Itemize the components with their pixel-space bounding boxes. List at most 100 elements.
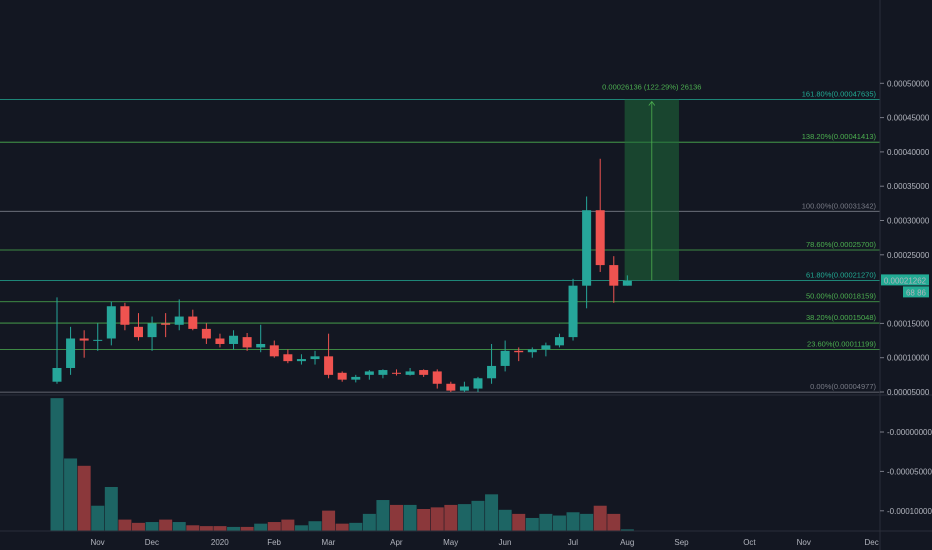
volume-bar xyxy=(607,513,621,531)
candle-body xyxy=(161,323,171,325)
candle-body xyxy=(310,356,320,360)
candle-body xyxy=(201,328,211,339)
candle-body xyxy=(473,378,483,389)
candle-body xyxy=(283,354,293,362)
price-tick-label: 0.00040000 xyxy=(887,148,930,157)
candle-body xyxy=(52,367,62,382)
countdown-text: 68 86 xyxy=(906,288,927,297)
volume-bar xyxy=(104,486,118,531)
candle-body xyxy=(582,210,592,286)
volume-bar xyxy=(294,525,308,531)
volume-bar xyxy=(485,494,499,531)
candle-body xyxy=(188,316,198,329)
time-axis[interactable]: Nov Dec 2020 Feb Mar Apr May Jun Jul Aug Sep Oct Nov… xyxy=(90,538,878,547)
last-price-badge xyxy=(881,274,929,286)
volume-bar xyxy=(512,513,526,531)
price-tick-label: 0.00050000 xyxy=(887,79,930,88)
candle-body xyxy=(79,338,89,341)
volume-tick-label: -0.00010000 xyxy=(887,507,932,516)
candle-body xyxy=(337,372,347,380)
volume-bar xyxy=(566,512,580,531)
candle-body xyxy=(459,386,469,391)
candle-body xyxy=(527,349,537,353)
volume-bar xyxy=(227,526,241,531)
volume-bar xyxy=(186,525,200,531)
volume-bar xyxy=(213,526,227,531)
volume-bar xyxy=(322,510,336,531)
volume-bar xyxy=(498,509,512,531)
price-tick-label: 0.00035000 xyxy=(887,182,930,191)
candle-body xyxy=(324,356,334,375)
volume-bar xyxy=(390,504,403,531)
candle-body xyxy=(106,306,116,339)
candle-body xyxy=(147,323,157,338)
date-label: Mar xyxy=(322,538,336,547)
date-label: Sep xyxy=(674,538,689,547)
fib-label: 50.00%(0.00018159) xyxy=(806,292,877,301)
fib-label: 38.20%(0.00015048) xyxy=(806,313,877,322)
candles xyxy=(52,158,632,392)
volume-bar xyxy=(430,507,444,531)
volume-bar xyxy=(159,519,173,531)
candle-body xyxy=(120,306,130,325)
volume-bar xyxy=(417,508,431,531)
candle-body xyxy=(378,370,388,375)
candle-body xyxy=(296,359,306,362)
price-tick-label: 0.00010000 xyxy=(887,354,930,363)
volume-bar xyxy=(50,398,64,531)
volume-bar xyxy=(118,519,132,531)
candle-body xyxy=(215,338,225,344)
volume-bar xyxy=(403,504,417,531)
price-tick-label: 0.00045000 xyxy=(887,114,930,123)
volume-bar xyxy=(254,523,268,531)
fib-label: 161.80%(0.00047635) xyxy=(802,90,877,99)
candle-body xyxy=(242,337,252,348)
candle-body xyxy=(446,383,456,391)
last-price-text: 0.00021262 xyxy=(884,276,927,285)
fib-label: 61.80%(0.00021270) xyxy=(806,270,877,279)
price-tick-label: 0.00030000 xyxy=(887,217,930,226)
volume-bar xyxy=(539,513,553,531)
volume-bar xyxy=(64,458,78,531)
price-tick-label: 0.00015000 xyxy=(887,319,930,328)
candle-body xyxy=(568,285,578,338)
volume-bar xyxy=(91,505,105,531)
price-tick-label: 0.00005000 xyxy=(887,388,930,397)
price-tick-label: 0.00025000 xyxy=(887,251,930,260)
volume-bar xyxy=(349,522,363,531)
price-badges: 0.00021262 68 86 xyxy=(881,274,929,298)
candle-body xyxy=(392,372,401,374)
fib-label: 100.00%(0.00031342) xyxy=(802,201,877,210)
measure-range: 0.00026136 (122.29%) 26136 xyxy=(602,83,701,281)
date-label: Dec xyxy=(865,538,879,547)
volume-bar xyxy=(444,504,458,531)
candle-body xyxy=(405,371,415,375)
date-label: Nov xyxy=(797,538,811,547)
candle-body xyxy=(256,343,266,348)
candle-body xyxy=(364,371,374,375)
date-label: Apr xyxy=(390,538,403,547)
fib-label: 138.20%(0.00041413) xyxy=(802,132,877,141)
candle-body xyxy=(500,350,510,366)
volume-bar xyxy=(552,515,566,531)
candle-body xyxy=(174,316,184,325)
volume-bar xyxy=(77,465,91,531)
fib-label: 23.60%(0.00011199) xyxy=(807,339,876,348)
volume-tick-label: -0.00005000 xyxy=(887,467,932,476)
volume-bar xyxy=(145,522,159,531)
candle-body xyxy=(541,345,551,350)
countdown-badge xyxy=(903,286,929,298)
volume-bar xyxy=(580,513,594,531)
volume-bar xyxy=(376,500,390,531)
volume-bar xyxy=(457,504,471,531)
fibonacci-levels: 161.80%(0.00047635) 138.20%(0.00041413) 10… xyxy=(0,90,880,393)
candle-body xyxy=(351,376,361,380)
date-label: May xyxy=(443,538,458,547)
candle-body xyxy=(554,337,564,346)
candle-body xyxy=(133,326,143,338)
volume-bar xyxy=(172,522,186,531)
volume-bar xyxy=(267,522,281,531)
volume-bar xyxy=(335,523,349,531)
